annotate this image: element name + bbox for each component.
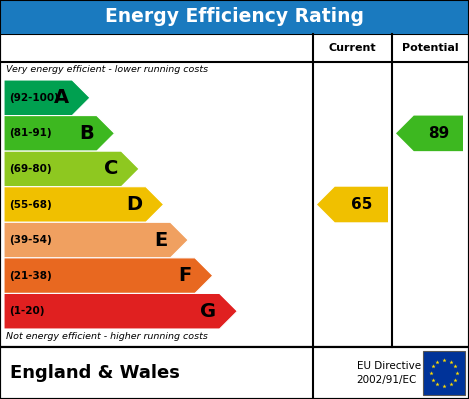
- Polygon shape: [4, 187, 164, 222]
- Text: F: F: [179, 266, 192, 285]
- Polygon shape: [396, 116, 463, 151]
- Text: (92-100): (92-100): [9, 93, 59, 103]
- Text: B: B: [79, 124, 94, 143]
- Polygon shape: [4, 293, 237, 329]
- Text: (55-68): (55-68): [9, 200, 52, 209]
- Text: 89: 89: [428, 126, 449, 141]
- Text: G: G: [200, 302, 217, 321]
- Bar: [0, 0, 469, 34]
- Text: Current: Current: [329, 43, 376, 53]
- Text: Not energy efficient - higher running costs: Not energy efficient - higher running co…: [6, 332, 208, 341]
- Bar: [423, 351, 465, 395]
- Text: EU Directive
2002/91/EC: EU Directive 2002/91/EC: [357, 361, 421, 385]
- Text: A: A: [54, 88, 69, 107]
- Polygon shape: [317, 187, 388, 222]
- Text: E: E: [154, 231, 167, 249]
- Text: (21-38): (21-38): [9, 271, 52, 280]
- Text: Very energy efficient - lower running costs: Very energy efficient - lower running co…: [6, 65, 208, 74]
- Text: D: D: [127, 195, 143, 214]
- Text: (81-91): (81-91): [9, 128, 52, 138]
- Polygon shape: [4, 258, 213, 293]
- Text: Potential: Potential: [402, 43, 459, 53]
- Text: Energy Efficiency Rating: Energy Efficiency Rating: [105, 8, 364, 26]
- Polygon shape: [4, 80, 90, 116]
- Text: (69-80): (69-80): [9, 164, 52, 174]
- Text: (1-20): (1-20): [9, 306, 45, 316]
- Polygon shape: [4, 151, 139, 187]
- Text: 65: 65: [351, 197, 372, 212]
- Polygon shape: [4, 116, 114, 151]
- Bar: [0, 347, 469, 399]
- Text: England & Wales: England & Wales: [10, 364, 180, 382]
- Bar: [0, 34, 469, 347]
- Text: (39-54): (39-54): [9, 235, 52, 245]
- Text: C: C: [104, 160, 118, 178]
- Polygon shape: [4, 222, 188, 258]
